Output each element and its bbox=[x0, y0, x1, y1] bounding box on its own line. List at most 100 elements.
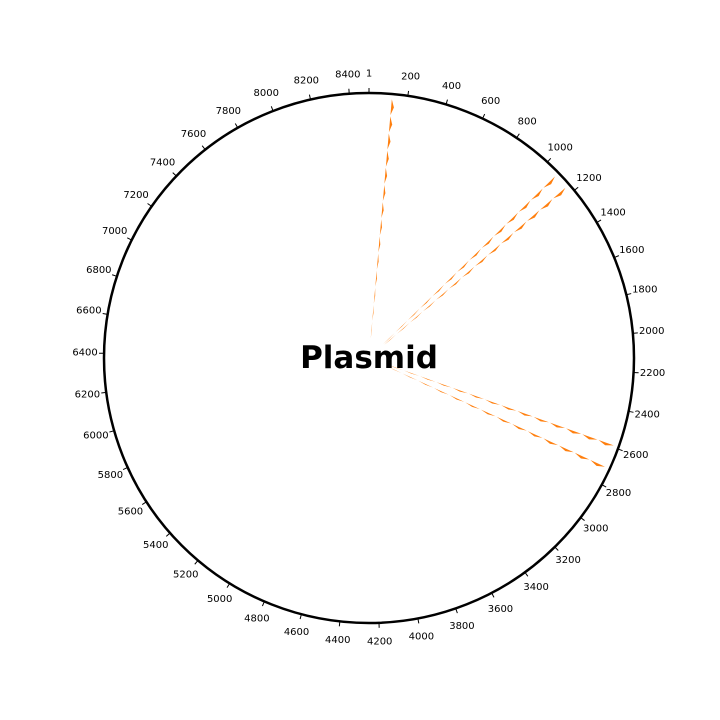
tick-mark bbox=[101, 391, 107, 394]
tick-label: 5800 bbox=[98, 470, 123, 481]
feature-arrow-segment bbox=[384, 167, 388, 184]
feature-arrow-segment bbox=[481, 236, 494, 248]
tick-mark bbox=[102, 313, 108, 315]
feature-arrow-segment bbox=[375, 270, 377, 287]
tick-mark bbox=[109, 430, 115, 433]
feature-arrow-segment bbox=[385, 150, 389, 167]
tick-label: 6200 bbox=[75, 389, 100, 400]
feature-arrow-segment bbox=[436, 382, 452, 388]
tick-label: 3800 bbox=[449, 621, 474, 632]
feature-arrow-segment bbox=[480, 409, 496, 417]
tick-label: 4600 bbox=[284, 627, 309, 638]
feature-arrow-segment bbox=[514, 221, 527, 233]
feature-arrow-segment bbox=[485, 399, 501, 405]
tick-layer: 1 200400600800100012001400160018002000220… bbox=[72, 69, 665, 648]
tick-label: 5000 bbox=[207, 594, 232, 605]
feature-arrow-segment bbox=[531, 188, 543, 200]
feature-arrow bbox=[383, 176, 555, 345]
feature-arrow-segment bbox=[376, 253, 379, 270]
tick-label: 2800 bbox=[606, 488, 631, 499]
tick-label: 4400 bbox=[325, 635, 350, 646]
feature-arrow-segment bbox=[517, 411, 533, 417]
tick-label: 5600 bbox=[118, 507, 143, 518]
tick-label: 5200 bbox=[173, 569, 198, 580]
feature-arrow-segment bbox=[494, 224, 506, 236]
feature-arrow-segment bbox=[423, 300, 436, 312]
tick-mark bbox=[299, 614, 302, 620]
tick-mark bbox=[141, 501, 147, 505]
tick-mark bbox=[547, 157, 552, 163]
tick-mark bbox=[234, 123, 239, 129]
feature-arrow-segment bbox=[501, 232, 514, 244]
feature-arrow-segment bbox=[582, 434, 598, 440]
feature-arrow-segment bbox=[553, 187, 566, 199]
feature-arrow-segment bbox=[378, 236, 381, 253]
tick-label: 7000 bbox=[102, 226, 127, 237]
tick-mark bbox=[580, 517, 585, 521]
feature-arrow-segment bbox=[598, 439, 614, 446]
feature-arrow-segment bbox=[388, 116, 393, 133]
feature-arrow-segment bbox=[379, 219, 382, 236]
feature-arrow-segment bbox=[397, 323, 410, 334]
tick-mark bbox=[596, 219, 602, 223]
tick-mark bbox=[407, 90, 410, 96]
tick-mark bbox=[628, 410, 634, 413]
tick-mark bbox=[626, 293, 632, 296]
tick-mark bbox=[308, 94, 312, 100]
tick-label: 1800 bbox=[632, 285, 657, 296]
feature-arrow-segment bbox=[420, 296, 432, 308]
plasmid-title: Plasmid bbox=[300, 340, 438, 376]
feature-arrow-segment bbox=[432, 284, 445, 296]
tick-label: 7600 bbox=[181, 129, 206, 140]
feature-arrow-segment bbox=[465, 402, 480, 410]
tick-label: 7200 bbox=[123, 190, 148, 201]
tick-label: 8000 bbox=[253, 88, 278, 99]
tick-mark bbox=[573, 186, 579, 191]
tick-label: 4000 bbox=[409, 632, 434, 643]
feature-arrow-segment bbox=[384, 334, 397, 345]
tick-mark bbox=[516, 133, 520, 139]
tick-label: 6400 bbox=[72, 347, 97, 358]
feature-arrow-segment bbox=[549, 422, 566, 429]
tick-mark bbox=[147, 203, 152, 207]
feature-arrow-segment bbox=[462, 266, 475, 278]
tick-label: 3000 bbox=[583, 523, 608, 534]
feature-arrow-segment bbox=[533, 416, 549, 423]
tick-label: 8200 bbox=[294, 76, 319, 87]
tick-label: 200 bbox=[401, 72, 420, 83]
tick-label: 800 bbox=[518, 117, 537, 128]
tick-label: 2000 bbox=[639, 326, 664, 337]
feature-layer bbox=[370, 99, 614, 467]
feature-arrow-segment bbox=[468, 393, 484, 400]
feature-arrow-segment bbox=[488, 244, 501, 255]
tick-label: 8400 bbox=[335, 69, 360, 80]
feature-arrow-segment bbox=[370, 322, 373, 339]
tick-label: 4800 bbox=[244, 613, 269, 624]
feature-arrow-segment bbox=[444, 272, 457, 284]
tick-mark bbox=[524, 571, 529, 577]
tick-label: 1 bbox=[366, 69, 372, 80]
feature-arrow-segment bbox=[383, 332, 395, 345]
feature-arrow-segment bbox=[387, 364, 403, 371]
feature-arrow-segment bbox=[574, 452, 590, 460]
feature-arrow-segment bbox=[420, 376, 436, 382]
feature-arrow-segment bbox=[449, 278, 462, 289]
tick-label: 1400 bbox=[600, 207, 625, 218]
feature-arrow-segment bbox=[566, 428, 582, 434]
tick-label: 3200 bbox=[555, 555, 580, 566]
tick-label: 6600 bbox=[76, 306, 101, 317]
tick-mark bbox=[194, 560, 199, 565]
tick-mark bbox=[601, 484, 607, 488]
feature-arrow-segment bbox=[382, 184, 386, 201]
feature-arrow-segment bbox=[543, 438, 559, 446]
tick-label: 3400 bbox=[523, 582, 548, 593]
tick-label: 3600 bbox=[488, 604, 513, 615]
feature-arrow-segment bbox=[501, 405, 517, 411]
feature-arrow-segment bbox=[527, 210, 540, 221]
tick-mark bbox=[226, 583, 231, 588]
tick-mark bbox=[482, 113, 486, 119]
feature-arrow-segment bbox=[410, 311, 423, 323]
feature-arrow-segment bbox=[395, 320, 408, 333]
